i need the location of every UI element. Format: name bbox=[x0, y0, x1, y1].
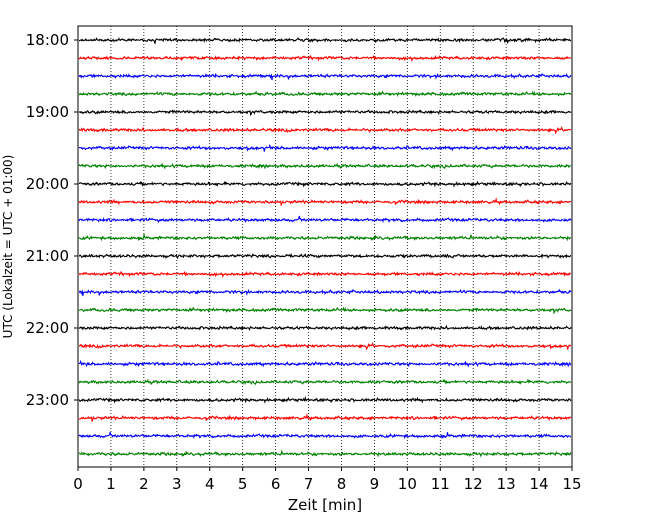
x-tick-label: 3 bbox=[172, 475, 182, 493]
y-tick-label: 21:00 bbox=[26, 247, 69, 265]
x-tick-label: 5 bbox=[238, 475, 248, 493]
trace-line bbox=[78, 288, 572, 297]
x-tick-label: 11 bbox=[431, 475, 450, 493]
x-tick-label: 2 bbox=[139, 475, 149, 493]
trace-line bbox=[78, 109, 572, 117]
trace-line bbox=[78, 233, 572, 242]
x-tick-label: 1 bbox=[106, 475, 116, 493]
x-axis: 0 1 2 3 4 5 6 7 8 9 10 11 12 13 14 15 bbox=[73, 467, 582, 493]
x-tick-label: 14 bbox=[530, 475, 549, 493]
trace-line bbox=[78, 378, 572, 386]
x-axis-label: Zeit [min] bbox=[288, 496, 362, 514]
trace-line bbox=[78, 180, 572, 188]
y-tick-label: 20:00 bbox=[26, 175, 69, 193]
trace-line bbox=[78, 72, 572, 81]
trace-line bbox=[78, 270, 572, 279]
y-axis-label: UTC (Lokalzeit = UTC + 01:00) bbox=[1, 155, 15, 339]
trace-line bbox=[78, 90, 572, 98]
y-tick-label: 23:00 bbox=[26, 391, 69, 409]
trace-line bbox=[78, 324, 572, 332]
trace-line bbox=[78, 125, 572, 135]
x-tick-label: 7 bbox=[304, 475, 314, 493]
x-tick-label: 13 bbox=[497, 475, 516, 493]
x-tick-label: 0 bbox=[73, 475, 83, 493]
trace-line bbox=[78, 143, 572, 152]
trace-line bbox=[78, 162, 572, 170]
x-tick-label: 15 bbox=[562, 475, 581, 493]
trace-line bbox=[78, 431, 572, 440]
trace-line bbox=[78, 252, 572, 260]
trace-line bbox=[78, 341, 572, 351]
trace-line bbox=[78, 395, 572, 404]
trace-line bbox=[78, 449, 572, 458]
x-tick-label: 8 bbox=[337, 475, 347, 493]
x-tick-label: 9 bbox=[370, 475, 380, 493]
y-tick-label: 22:00 bbox=[26, 319, 69, 337]
trace-line bbox=[78, 215, 572, 224]
trace-line bbox=[78, 54, 572, 63]
plot-frame bbox=[77, 25, 573, 468]
trace-group bbox=[78, 37, 572, 458]
x-tick-label: 10 bbox=[398, 475, 417, 493]
y-axis: 18:00 19:00 20:00 21:00 22:00 23:00 bbox=[26, 31, 78, 409]
trace-line bbox=[78, 197, 572, 206]
x-tick-label: 12 bbox=[464, 475, 483, 493]
trace-line bbox=[78, 37, 572, 44]
y-tick-label: 18:00 bbox=[26, 31, 69, 49]
x-tick-label: 4 bbox=[205, 475, 215, 493]
y-tick-label: 19:00 bbox=[26, 103, 69, 121]
trace-line bbox=[78, 306, 572, 315]
x-tick-label: 6 bbox=[271, 475, 281, 493]
trace-line bbox=[78, 413, 572, 422]
trace-line bbox=[78, 359, 572, 368]
